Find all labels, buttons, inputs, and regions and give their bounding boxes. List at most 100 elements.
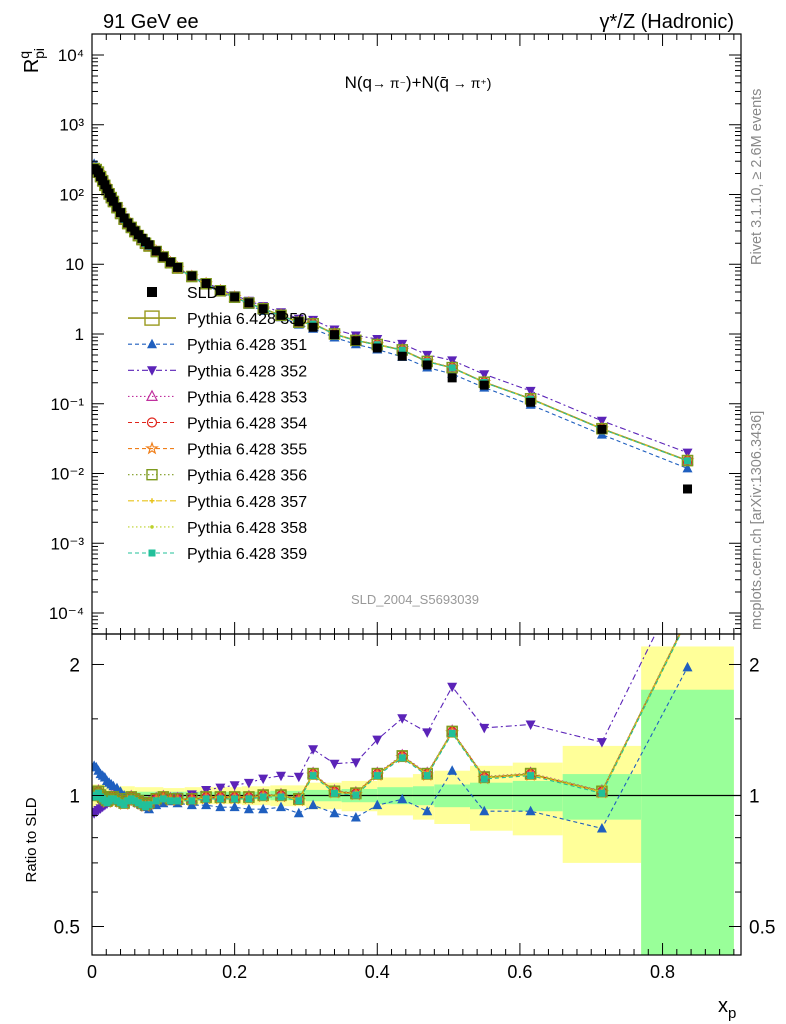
data-point — [308, 322, 318, 332]
legend-marker — [147, 338, 157, 349]
legend-marker — [146, 389, 158, 401]
series-line-356 — [93, 167, 688, 462]
data-point — [108, 196, 118, 206]
ratio-series-359 — [92, 617, 691, 811]
ratio-point-359 — [124, 797, 132, 805]
ratio-point-359 — [231, 795, 239, 803]
legend-marker — [145, 441, 159, 455]
series-point-351 — [682, 462, 693, 473]
y-tick-label: 10⁻⁴ — [49, 604, 84, 623]
legend-entry-352: Pythia 6.428 352 — [128, 363, 307, 380]
ratio-point-359 — [131, 797, 139, 805]
legend-label: Pythia 6.428 359 — [187, 546, 307, 563]
ratio-point-352 — [293, 772, 304, 783]
ratio-point-351 — [329, 807, 340, 818]
ratio-point-350 — [683, 614, 693, 624]
legend-label: Pythia 6.428 353 — [187, 389, 307, 406]
data-point — [294, 317, 304, 327]
data-point — [258, 304, 268, 314]
ratio-point-352 — [229, 781, 240, 791]
data-point — [151, 246, 161, 256]
ratio-point-359 — [94, 789, 102, 797]
ratio-point-359 — [259, 793, 267, 801]
data-point — [187, 271, 197, 281]
series-point-352 — [682, 448, 693, 459]
analysis-watermark: SLD_2004_S5693039 — [351, 592, 479, 607]
ratio-point-351 — [308, 799, 319, 810]
ratio-ylabel: Ratio to SLD — [23, 797, 40, 882]
mcplots-label: mcplots.cern.ch [arXiv:1306.3436] — [749, 411, 765, 630]
ratio-point-359 — [113, 797, 121, 805]
ratio-point-351 — [215, 801, 226, 812]
data-point — [116, 208, 126, 218]
ratio-point-359 — [188, 797, 196, 805]
ratio-point-359 — [309, 772, 317, 780]
legend-entry-358: Pythia 6.428 358 — [128, 520, 307, 537]
main-ylabel: Rqpi — [16, 48, 47, 73]
ratio-point-351 — [596, 822, 607, 833]
data-point — [526, 397, 536, 407]
series-point-352 — [596, 416, 607, 427]
ratio-point-359 — [159, 795, 167, 803]
ratio-point-351 — [229, 801, 240, 812]
ratio-point-352 — [215, 783, 226, 794]
legend-entry-357: Pythia 6.428 357 — [128, 494, 307, 511]
ratio-point-359 — [684, 617, 691, 624]
ratio-point-351 — [275, 801, 286, 812]
plot-title: N(q→ π⁻)+N(q̄ → π⁺) — [345, 73, 492, 92]
y-tick-label: 10⁻² — [50, 465, 84, 484]
data-point — [112, 202, 122, 212]
ratio-point-352 — [683, 565, 693, 575]
data-point — [351, 336, 361, 346]
ratio-point-351 — [258, 803, 269, 814]
ratio-point-351 — [525, 805, 536, 816]
legend-marker — [149, 498, 155, 504]
ratio-point-351 — [201, 799, 212, 810]
ratio-point-358 — [686, 616, 690, 620]
ratio-point-354 — [683, 614, 692, 623]
series-point-356 — [350, 334, 362, 347]
stat-band-14 — [512, 780, 563, 812]
ratio-plot-panel: 0 0.2 0.4 0.6 0.8 0.5 0.5 1 1 2 2 — [54, 34, 776, 982]
main-frame — [91, 33, 742, 635]
y-tick-label: 1 — [75, 325, 84, 344]
legend-entry-353: Pythia 6.428 353 — [128, 389, 307, 406]
series-point-356 — [228, 291, 241, 303]
ratio-point-359 — [174, 797, 182, 805]
series-point-356 — [275, 309, 287, 321]
main-plot-panel: 10⁻⁴ 10⁻³ 10⁻² 10⁻¹ 1 10 10² 10³ 10⁴ — [49, 33, 742, 635]
ratio-point-359 — [138, 801, 146, 809]
legend-label: Pythia 6.428 354 — [187, 416, 307, 433]
ratio-point-351 — [372, 799, 383, 810]
ratio-tick-label-right: 0.5 — [749, 917, 775, 938]
legend-label: Pythia 6.428 350 — [187, 311, 307, 328]
legend-marker — [146, 417, 158, 428]
data-point — [447, 373, 457, 383]
stat-band-16 — [641, 689, 734, 955]
series-point-359 — [684, 457, 692, 465]
legend-marker — [150, 525, 154, 529]
legend-entry-354: Pythia 6.428 354 — [128, 416, 307, 433]
ratio-point-359 — [120, 801, 128, 809]
ratio-point-352 — [275, 771, 286, 782]
data-point — [244, 298, 254, 308]
ratio-point-351 — [422, 805, 433, 816]
ratio-point-351 — [682, 661, 693, 672]
ratio-point-359 — [277, 793, 285, 801]
ratio-point-351 — [479, 805, 490, 816]
x-axis-label: xp — [718, 995, 736, 1022]
series-point-356 — [446, 361, 458, 374]
ratio-point-352 — [329, 759, 340, 770]
data-series-sld — [92, 164, 693, 494]
legend-label-sld: SLD — [187, 285, 218, 302]
series-point-356 — [214, 285, 227, 297]
ratio-point-352 — [479, 723, 490, 734]
ratio-point-352 — [243, 778, 254, 789]
x-tick-label: 0.6 — [507, 962, 532, 982]
ratio-y-ticks: 0.5 0.5 1 1 2 2 — [54, 655, 776, 938]
legend-entry-350: Pythia 6.428 350 — [128, 310, 307, 328]
ratio-point-359 — [448, 729, 456, 737]
data-point — [422, 360, 432, 370]
data-point — [329, 330, 339, 340]
ratio-tick-label-right: 1 — [749, 786, 760, 807]
